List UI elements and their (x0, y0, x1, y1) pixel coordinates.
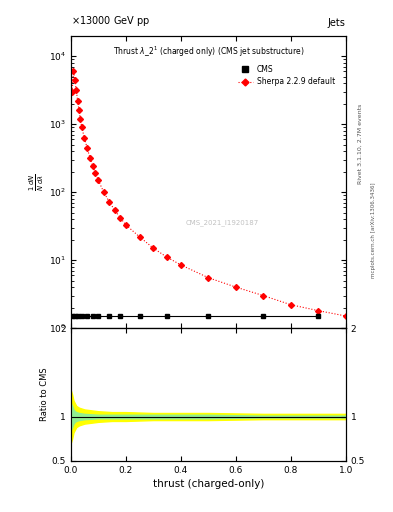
Text: mcplots.cern.ch [arXiv:1306.3436]: mcplots.cern.ch [arXiv:1306.3436] (371, 183, 376, 278)
Text: Jets: Jets (328, 18, 346, 28)
Text: Rivet 3.1.10, 2.7M events: Rivet 3.1.10, 2.7M events (358, 103, 363, 183)
X-axis label: thrust (charged-only): thrust (charged-only) (152, 479, 264, 489)
Legend: CMS, Sherpa 2.2.9 default: CMS, Sherpa 2.2.9 default (236, 63, 336, 88)
Text: $\times$13000 GeV pp: $\times$13000 GeV pp (71, 14, 150, 28)
Y-axis label: $\frac{1}{N}\frac{dN}{d\lambda}$: $\frac{1}{N}\frac{dN}{d\lambda}$ (28, 173, 46, 191)
Y-axis label: Ratio to CMS: Ratio to CMS (40, 368, 49, 421)
Text: CMS_2021_I1920187: CMS_2021_I1920187 (185, 220, 259, 226)
Text: Thrust $\lambda\_2^1$ (charged only) (CMS jet substructure): Thrust $\lambda\_2^1$ (charged only) (CM… (112, 45, 304, 59)
